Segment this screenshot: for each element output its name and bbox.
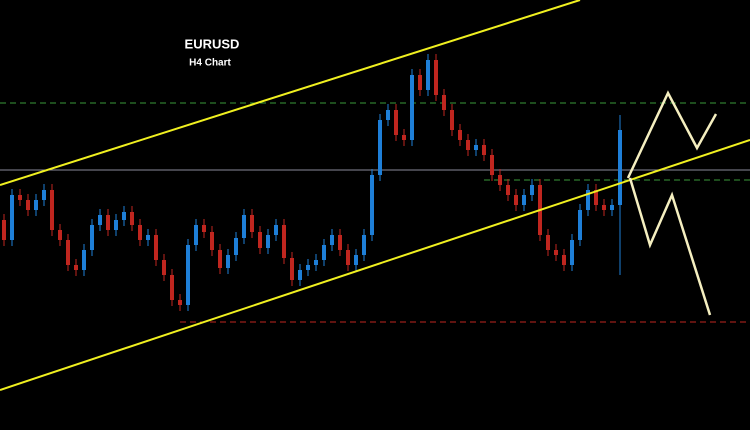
candle-body — [282, 225, 286, 258]
candle-body — [306, 265, 310, 270]
candle-body — [98, 215, 102, 225]
candle-body — [562, 255, 566, 265]
trend-line — [0, 139, 750, 391]
candle-body — [602, 205, 606, 210]
candle-body — [138, 225, 142, 240]
candle-body — [498, 175, 502, 185]
candle-body — [178, 300, 182, 305]
candle-body — [530, 185, 534, 195]
candle-body — [250, 215, 254, 232]
candle-body — [50, 190, 54, 230]
candle-body — [378, 120, 382, 175]
candle-body — [234, 238, 238, 255]
candle-body — [522, 195, 526, 205]
candle-body — [394, 110, 398, 135]
candle-body — [130, 212, 134, 225]
candle-body — [578, 210, 582, 240]
candle-body — [258, 232, 262, 248]
candle-body — [314, 260, 318, 265]
candle-body — [418, 75, 422, 90]
candle-body — [610, 205, 614, 210]
candle-body — [114, 220, 118, 230]
candle-body — [570, 240, 574, 265]
candle-body — [34, 200, 38, 210]
candle-body — [586, 190, 590, 210]
candle-body — [162, 260, 166, 275]
candle-body — [458, 130, 462, 140]
candle-body — [434, 60, 438, 95]
candle-body — [450, 110, 454, 130]
candle-body — [10, 195, 14, 240]
candle-body — [74, 265, 78, 270]
candle-body — [546, 235, 550, 250]
candle-body — [506, 185, 510, 195]
candle-body — [290, 258, 294, 280]
candle-body — [26, 200, 30, 210]
candle-body — [42, 190, 46, 200]
candle-body — [298, 270, 302, 280]
candle-body — [362, 235, 366, 255]
trend-line — [0, 0, 581, 186]
candle-body — [58, 230, 62, 240]
candle-body — [330, 235, 334, 245]
candle-body — [426, 60, 430, 90]
candle-body — [242, 215, 246, 238]
candle-body — [170, 275, 174, 300]
candle-body — [466, 140, 470, 150]
candle-body — [346, 250, 350, 265]
candle-body — [266, 235, 270, 248]
candle-body — [2, 220, 6, 240]
candle-body — [474, 145, 478, 150]
candle-body — [322, 245, 326, 260]
chart-subtitle: H4 Chart — [189, 58, 231, 69]
candle-body — [106, 215, 110, 230]
candle-body — [442, 95, 446, 110]
candle-body — [402, 135, 406, 140]
candle-body — [66, 240, 70, 265]
candle-body — [90, 225, 94, 250]
candle-body — [594, 190, 598, 205]
candle-body — [186, 245, 190, 305]
candle-body — [338, 235, 342, 250]
candle-body — [514, 195, 518, 205]
candle-body — [410, 75, 414, 140]
projection-path — [628, 177, 712, 316]
chart-title: EURUSD — [185, 36, 240, 51]
candle-body — [218, 250, 222, 268]
candle-body — [226, 255, 230, 268]
candle-body — [554, 250, 558, 255]
candle-body — [210, 232, 214, 250]
candle-body — [618, 130, 622, 205]
candle-body — [386, 110, 390, 120]
candle-body — [82, 250, 86, 270]
candle-body — [202, 225, 206, 232]
candle-body — [370, 175, 374, 235]
candle-body — [490, 155, 494, 175]
candle-body — [274, 225, 278, 235]
candle-body — [122, 212, 126, 220]
projection-path — [626, 90, 718, 179]
candle-body — [482, 145, 486, 155]
candle-body — [18, 195, 22, 200]
candle-body — [146, 235, 150, 240]
candle-body — [194, 225, 198, 245]
candle-body — [354, 255, 358, 265]
candle-body — [154, 235, 158, 260]
